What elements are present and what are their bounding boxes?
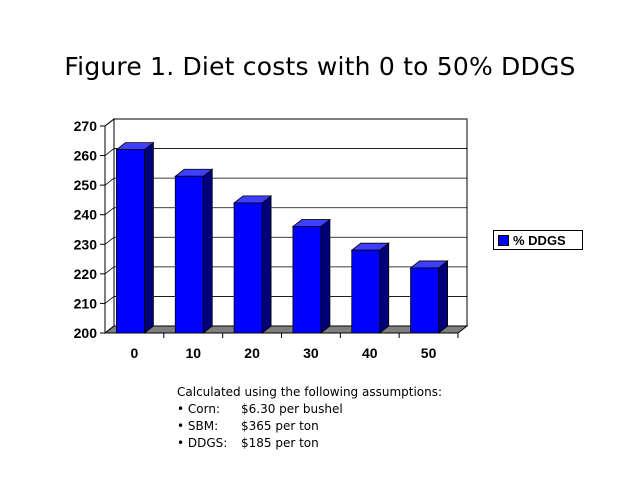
assumptions-note: Calculated using the following assumptio…: [177, 384, 442, 452]
x-tick-label: 50: [421, 345, 437, 361]
x-tick-label: 10: [185, 345, 201, 361]
bar: [292, 226, 322, 334]
bar-side: [144, 141, 154, 334]
assumption-label: • Corn:: [177, 402, 220, 416]
legend-label: % DDGS: [513, 232, 566, 248]
x-tick-label: 40: [362, 345, 378, 361]
assumption-value: $185 per ton: [241, 436, 319, 450]
plot-back-wall: [113, 118, 468, 327]
bar: [351, 249, 381, 334]
bar-side: [202, 168, 213, 334]
x-tick-label: 20: [244, 345, 260, 361]
bar: [174, 175, 204, 334]
bar-side: [379, 242, 390, 334]
y-tick-label: 240: [74, 207, 98, 223]
bar-side: [438, 260, 448, 334]
gridline-side: [104, 236, 115, 245]
y-tick-label: 250: [74, 177, 98, 193]
assumption-value: $6.30 per bushel: [241, 402, 343, 416]
gridline-side: [104, 266, 115, 275]
y-tick-label: 230: [74, 236, 98, 252]
assumption-corn: • Corn: $6.30 per bushel: [177, 401, 442, 418]
y-tick-label: 260: [74, 148, 98, 164]
assumption-sbm: • SBM: $365 per ton: [177, 418, 442, 435]
bar-side: [320, 218, 331, 334]
gridline-side: [104, 177, 115, 186]
bar: [233, 202, 263, 334]
assumption-label: • DDGS:: [177, 436, 228, 450]
plot-side-wall: [104, 117, 115, 335]
y-tick-label: 270: [74, 118, 98, 134]
gridline-side: [104, 207, 115, 216]
x-tick-label: 30: [303, 345, 319, 361]
gridline-side: [104, 148, 115, 156]
gridline-side: [104, 296, 115, 304]
y-tick-label: 220: [74, 266, 98, 282]
bar: [410, 267, 439, 334]
legend-swatch: [498, 234, 509, 246]
assumption-value: $365 per ton: [241, 419, 319, 433]
assumption-label: • SBM:: [177, 419, 219, 433]
assumption-ddgs: • DDGS: $185 per ton: [177, 435, 442, 452]
legend: % DDGS: [493, 230, 583, 250]
assumptions-heading: Calculated using the following assumptio…: [177, 385, 443, 399]
y-tick-label: 200: [74, 325, 98, 341]
x-tick-label: 0: [131, 345, 139, 361]
gridline-side: [104, 118, 115, 127]
bar: [116, 149, 145, 334]
chart-title: Figure 1. Diet costs with 0 to 50% DDGS: [64, 52, 576, 81]
bar-side: [261, 195, 272, 334]
y-tick-label: 210: [74, 295, 98, 311]
